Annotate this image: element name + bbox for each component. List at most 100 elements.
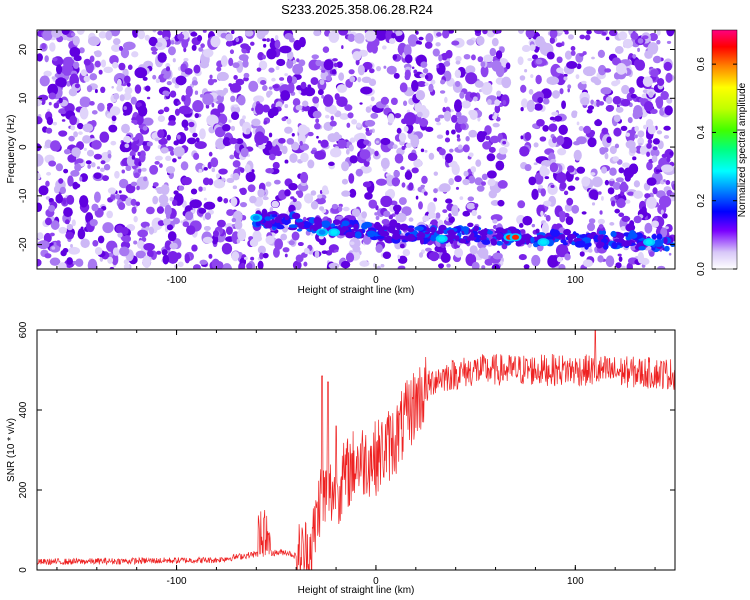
noise-blob <box>113 93 120 100</box>
noise-blob <box>191 44 197 51</box>
noise-blob <box>37 240 50 250</box>
noise-blob <box>53 242 57 247</box>
noise-blob <box>156 250 162 255</box>
noise-blob <box>226 177 235 183</box>
noise-blob <box>462 144 470 153</box>
noise-blob <box>661 153 668 158</box>
noise-blob <box>286 50 294 61</box>
noise-blob <box>419 73 426 78</box>
noise-blob <box>228 57 234 67</box>
noise-blob <box>666 30 675 37</box>
noise-blob <box>135 201 141 207</box>
noise-blob <box>165 66 171 72</box>
noise-blob <box>483 54 494 63</box>
noise-blob <box>578 126 584 132</box>
noise-blob <box>556 135 565 146</box>
noise-blob <box>625 199 631 204</box>
noise-blob <box>82 123 94 133</box>
noise-blob <box>321 94 325 99</box>
noise-blob <box>211 102 215 108</box>
noise-blob <box>616 198 626 209</box>
colorbar-gradient <box>711 29 738 270</box>
noise-blob <box>217 102 225 113</box>
noise-blob <box>401 182 406 188</box>
noise-blob <box>524 69 528 73</box>
noise-blob <box>238 54 249 62</box>
band-peak <box>512 234 519 240</box>
noise-blob <box>169 196 174 202</box>
noise-blob <box>109 106 121 116</box>
noise-blob <box>256 30 266 40</box>
band-blob <box>302 221 312 229</box>
noise-blob <box>117 232 123 238</box>
noise-blob <box>471 261 480 269</box>
noise-blob <box>188 121 195 128</box>
noise-blob <box>280 233 288 241</box>
noise-blob <box>132 30 139 38</box>
noise-blob <box>163 218 171 226</box>
noise-blob <box>437 114 445 119</box>
noise-blob <box>622 38 633 49</box>
band-blob <box>653 239 664 247</box>
noise-blob <box>670 192 675 198</box>
noise-blob <box>663 135 670 139</box>
noise-blob <box>532 54 538 60</box>
noise-blob <box>646 143 652 149</box>
noise-blob <box>196 35 203 42</box>
noise-blob <box>275 101 283 109</box>
noise-blob <box>314 250 320 259</box>
noise-blob <box>380 264 385 268</box>
noise-blob <box>544 176 550 180</box>
noise-blob <box>418 201 423 210</box>
noise-blob <box>323 94 334 107</box>
noise-blob <box>666 40 672 44</box>
noise-blob <box>462 210 471 217</box>
noise-blob <box>637 38 644 44</box>
noise-blob <box>605 96 613 104</box>
noise-blob <box>103 163 111 171</box>
noise-blob <box>399 265 406 269</box>
noise-blob <box>50 220 60 230</box>
noise-blob <box>80 226 84 231</box>
noise-blob <box>612 181 621 190</box>
noise-blob <box>110 140 117 146</box>
noise-blob <box>112 61 119 69</box>
noise-blob <box>365 127 370 132</box>
noise-blob <box>370 96 375 102</box>
noise-blob <box>272 140 277 147</box>
noise-blob <box>604 68 612 73</box>
x-tick-label: 0 <box>373 576 379 587</box>
noise-blob <box>94 60 101 68</box>
noise-blob <box>579 251 585 257</box>
noise-blob <box>658 195 672 208</box>
noise-blob <box>157 52 167 63</box>
noise-blob <box>125 165 132 172</box>
noise-blob <box>108 124 118 133</box>
noise-blob <box>550 158 557 163</box>
noise-blob <box>87 258 98 269</box>
noise-blob <box>369 129 373 134</box>
noise-blob <box>48 160 57 167</box>
noise-blob <box>190 31 198 37</box>
noise-blob <box>418 36 424 41</box>
noise-blob <box>266 90 271 98</box>
noise-blob <box>542 98 550 105</box>
noise-blob <box>552 136 557 144</box>
noise-blob <box>352 245 361 253</box>
noise-blob <box>567 165 575 173</box>
noise-blob <box>319 79 325 85</box>
noise-blob <box>525 30 535 39</box>
noise-blob <box>118 202 126 210</box>
band-blob <box>416 231 426 240</box>
noise-blob <box>192 100 204 113</box>
noise-blob <box>301 105 311 112</box>
noise-blob <box>58 226 67 234</box>
noise-blob <box>229 49 235 55</box>
noise-blob <box>41 43 47 50</box>
noise-blob <box>307 159 315 169</box>
noise-blob <box>176 134 181 140</box>
band-blob <box>438 224 447 231</box>
noise-blob <box>669 151 674 156</box>
colorbar-tick-label: 0.0 <box>696 262 707 276</box>
noise-blob <box>162 254 170 265</box>
